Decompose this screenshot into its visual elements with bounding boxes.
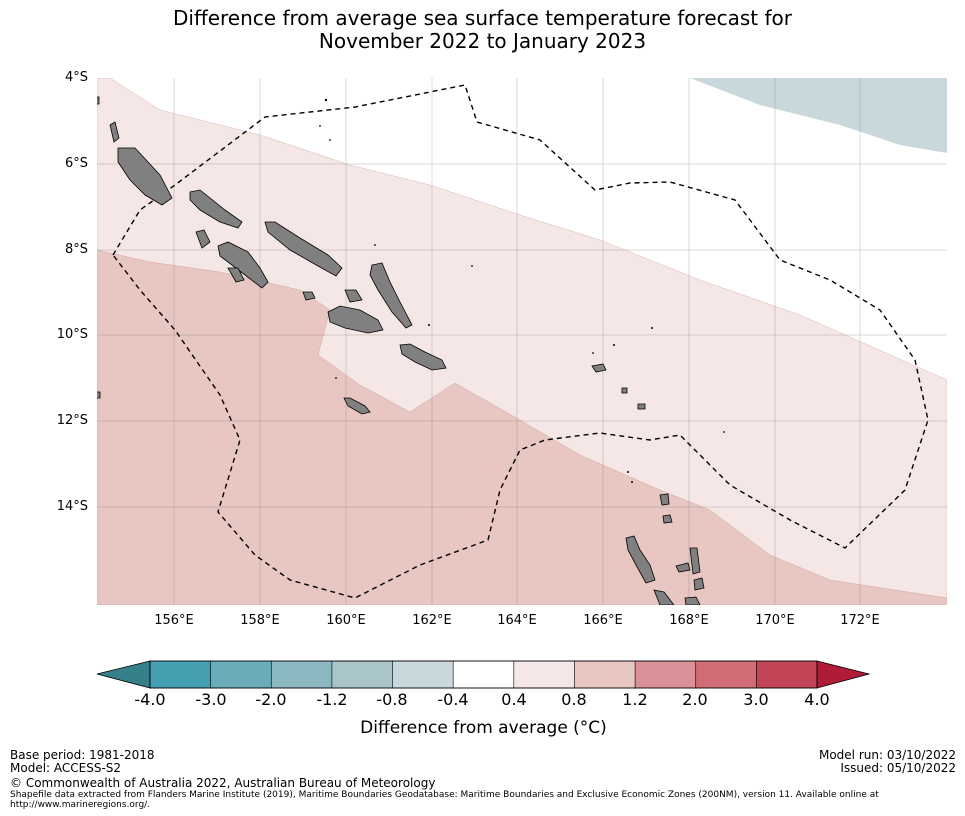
island-buka (109, 121, 120, 143)
island-guadalcanal (327, 305, 384, 334)
island-west-edge-south (97, 391, 101, 399)
colorbar-segment (331, 660, 394, 689)
islets (319, 98, 725, 483)
x-tick-168e: 168°E (669, 613, 709, 628)
colorbar-segments (149, 660, 818, 689)
y-tick-14s: 14°S (56, 499, 88, 514)
colorbar-segment (210, 660, 272, 689)
colorbar-label: -3.0 (195, 690, 227, 709)
island-makira (399, 343, 447, 371)
island-malekula (653, 589, 675, 605)
island-malaita (369, 262, 413, 329)
colorbar-extend-high (816, 660, 871, 689)
island-epi (684, 596, 701, 605)
island-rendova (227, 267, 245, 283)
colorbar-segment (574, 660, 636, 689)
y-tick-4s: 4°S (64, 70, 88, 85)
island-vella-lavella (195, 229, 211, 249)
island-ambrym (693, 577, 705, 591)
colorbar-label: 1.2 (622, 690, 648, 709)
island-new-georgia (217, 241, 269, 289)
issued-date: Issued: 05/10/2022 (840, 761, 956, 775)
island-santa-cruz (591, 363, 607, 373)
x-tick-158e: 158°E (240, 613, 280, 628)
x-tick-172e: 172°E (840, 613, 880, 628)
footer-right: Model run: 03/10/2022 Issued: 05/10/2022 (819, 749, 956, 775)
colorbar-segment (756, 660, 818, 689)
colorbar-outline (149, 660, 818, 689)
base-period: Base period: 1981-2018 (10, 748, 155, 762)
colorbar-extend-low (96, 660, 151, 689)
colorbar-label: 0.4 (501, 690, 527, 709)
x-tick-170e: 170°E (755, 613, 795, 628)
title-line-2: November 2022 to January 2023 (318, 29, 647, 53)
colorbar-segment (513, 660, 576, 689)
y-tick-8s: 8°S (64, 242, 88, 257)
colorbar (96, 660, 871, 689)
island-utupua (621, 387, 628, 394)
island-espiritu-santo (625, 535, 656, 584)
colorbar-label: -0.8 (376, 690, 408, 709)
model-name: Model: ACCESS-S2 (10, 761, 122, 775)
colorbar-title: Difference from average (°C) (360, 718, 607, 738)
island-santa-isabel (264, 221, 343, 277)
colorbar-segment (452, 660, 515, 689)
island-vanikoro (637, 403, 646, 410)
colorbar-label: -2.0 (255, 690, 287, 709)
footer-left: Base period: 1981-2018 Model: ACCESS-S2 (10, 749, 155, 775)
colorbar-segment (149, 660, 212, 689)
island-west-edge-north (97, 96, 100, 105)
copyright: © Commonwealth of Australia 2022, Austra… (10, 776, 436, 790)
colorbar-segment (392, 660, 454, 689)
island-pentecost (689, 547, 701, 575)
x-tick-162e: 162°E (412, 613, 452, 628)
colorbar-segment (270, 660, 333, 689)
colorbar-segment (634, 660, 697, 689)
colorbar-label: 0.8 (561, 690, 587, 709)
island-nggela (344, 289, 363, 303)
chart-title: Difference from average sea surface temp… (0, 7, 965, 53)
y-tick-12s: 12°S (56, 413, 88, 428)
map-area (97, 78, 947, 605)
island-ambae (675, 562, 691, 573)
island-rennell (343, 397, 371, 415)
island-russell (302, 291, 316, 301)
island-banks-islands (662, 514, 673, 524)
island-bougainville (117, 147, 173, 206)
title-line-1: Difference from average sea surface temp… (172, 6, 792, 30)
islands (97, 96, 705, 605)
colorbar-label: -1.2 (316, 690, 348, 709)
y-tick-6s: 6°S (64, 156, 88, 171)
x-tick-156e: 156°E (154, 613, 194, 628)
x-tick-160e: 160°E (326, 613, 366, 628)
island-torres-islands (659, 493, 670, 506)
eez-boundary-solomon-islands (112, 84, 929, 599)
shapefile-note: Shapefile data extracted from Flanders M… (10, 790, 879, 810)
island-choiseul (189, 189, 243, 229)
x-tick-164e: 164°E (497, 613, 537, 628)
x-tick-166e: 166°E (583, 613, 623, 628)
model-run: Model run: 03/10/2022 (818, 748, 956, 762)
colorbar-label: -0.4 (437, 690, 469, 709)
anomaly-region-cool (690, 78, 947, 153)
anomaly-region-warm (97, 249, 947, 605)
colorbar-label: -4.0 (134, 690, 166, 709)
colorbar-label: 2.0 (682, 690, 708, 709)
colorbar-label: 3.0 (743, 690, 769, 709)
y-tick-10s: 10°S (56, 327, 88, 342)
colorbar-label: 4.0 (804, 690, 830, 709)
colorbar-segment (695, 660, 757, 689)
